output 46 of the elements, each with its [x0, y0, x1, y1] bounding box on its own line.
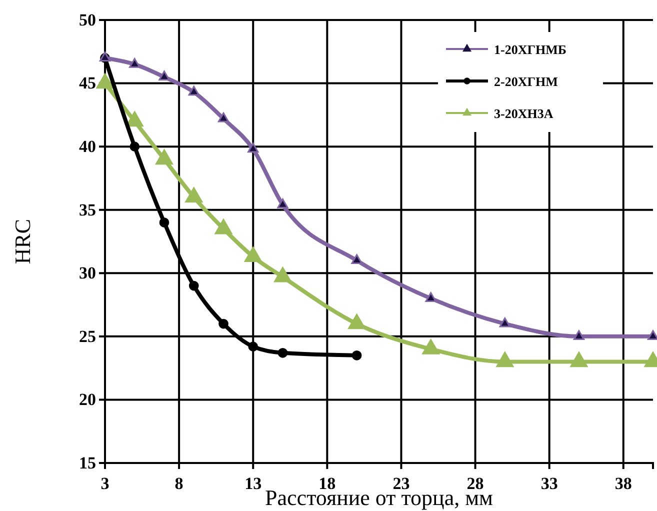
point [248, 142, 259, 153]
y-tick-label: 15 [79, 453, 96, 472]
y-tick-label: 45 [79, 74, 96, 93]
point [496, 352, 514, 368]
point [158, 70, 170, 80]
x-tick-label: 23 [392, 474, 410, 493]
point [352, 350, 362, 360]
y-tick-label: 30 [79, 264, 96, 283]
x-tick-label: 13 [244, 474, 262, 493]
point [348, 314, 366, 330]
point [188, 280, 199, 291]
y-tick-label: 40 [79, 137, 96, 156]
point [156, 149, 173, 165]
x-tick-label: 8 [174, 474, 184, 493]
y-axis-title: HRC [10, 218, 35, 264]
point [425, 292, 436, 302]
y-tick-label: 35 [79, 200, 96, 220]
legend-label: 2-20ХГНМ [494, 74, 558, 89]
y-tick-label: 20 [79, 390, 96, 410]
point [422, 339, 440, 354]
point [126, 111, 144, 127]
x-tick-label: 28 [466, 474, 484, 493]
point [96, 73, 114, 89]
legend-label: 1-20ХГНМБ [494, 42, 566, 57]
y-tick-label: 50 [79, 10, 96, 30]
point [573, 330, 584, 340]
x-tick-label: 3 [100, 474, 110, 493]
point [185, 187, 203, 203]
point [218, 112, 230, 122]
point [570, 352, 588, 368]
point [248, 342, 258, 352]
point [277, 198, 288, 208]
point [351, 254, 362, 264]
point [274, 266, 292, 282]
x-tick-label: 38 [614, 474, 632, 493]
y-tick-label: 25 [79, 326, 96, 346]
x-tick-label: 33 [540, 474, 558, 493]
point [647, 330, 657, 340]
point [499, 317, 510, 328]
point [244, 246, 262, 262]
point [188, 86, 200, 96]
point [129, 58, 140, 68]
point [214, 218, 232, 234]
point [278, 348, 288, 358]
point [218, 318, 228, 329]
legend-label: 3-20ХН3А [494, 106, 554, 121]
